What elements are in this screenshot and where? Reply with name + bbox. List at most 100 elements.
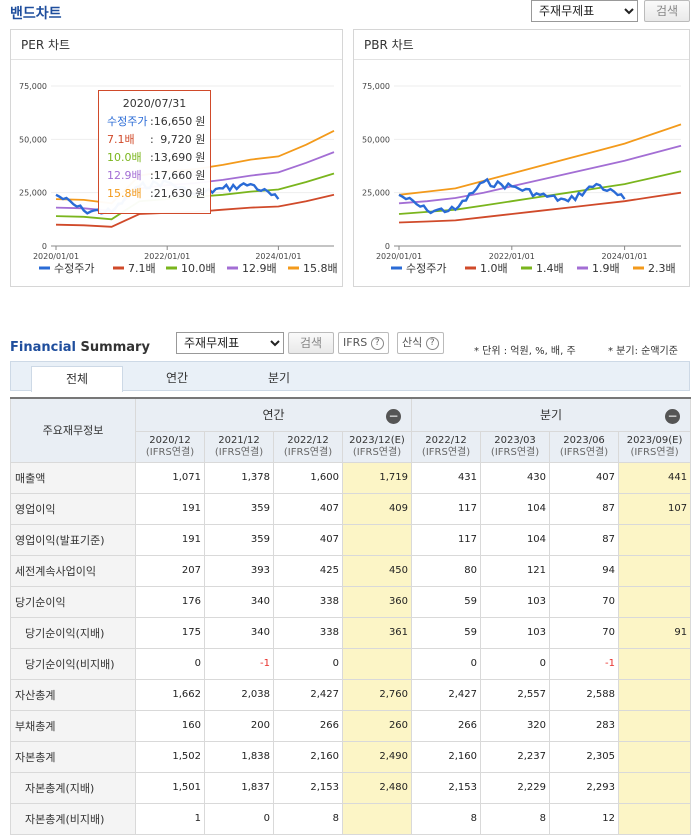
table-cell: 266 <box>273 709 343 742</box>
formula-help-button[interactable]: 산식 ? <box>397 332 444 354</box>
tooltip-value: 16,650 <box>153 115 193 128</box>
row-label: 당기순이익(비지배) <box>10 647 136 680</box>
fs-search-button[interactable]: 검색 <box>288 332 334 354</box>
row-label: 자본총계(비지배) <box>10 802 136 835</box>
tooltip-row: 수정주가:16,650 원 <box>107 113 210 131</box>
table-cell: 450 <box>341 554 413 587</box>
legend-label[interactable]: 15.8배 <box>303 262 338 275</box>
tooltip-series-label: 수정주가 <box>107 115 148 128</box>
table-cell: 407 <box>273 492 343 525</box>
table-cell: 207 <box>135 554 205 587</box>
period-label: 2020/12 <box>149 434 191 446</box>
table-cell: 361 <box>341 616 413 649</box>
x-tick-label: 2024/01/01 <box>602 252 648 261</box>
table-cell: 8 <box>273 802 343 835</box>
tooltip-sep: : <box>150 115 154 128</box>
period-header: 2023/03 (IFRS연결) <box>480 430 551 463</box>
table-cell: 104 <box>480 492 551 525</box>
table-cell: 1,071 <box>135 461 205 494</box>
pbr-chart-title: PBR 차트 <box>354 30 689 60</box>
table-cell: 1,501 <box>135 771 205 804</box>
ifrs-help-button[interactable]: IFRS ? <box>338 332 389 354</box>
legend-label[interactable]: 수정주가 <box>54 262 94 275</box>
band-statement-select[interactable]: 주재무제표 <box>531 0 638 22</box>
table-cell: 338 <box>273 585 343 618</box>
table-cell: 8 <box>480 802 551 835</box>
row-label: 자산총계 <box>10 678 136 711</box>
table-cell: 59 <box>411 585 482 618</box>
collapse-annual-icon[interactable]: − <box>386 409 402 424</box>
table-row: 매출액 1,071 1,378 1,600 1,719 431 430 407 441 <box>10 461 692 494</box>
table-cell <box>618 647 692 680</box>
row-label: 당기순이익(지배) <box>10 616 136 649</box>
legend-label[interactable]: 1.9배 <box>592 262 620 275</box>
legend-label[interactable]: 1.0배 <box>480 262 508 275</box>
formula-label: 산식 <box>402 336 423 349</box>
annual-group-label: 연간 <box>262 408 285 423</box>
annual-group-header: 연간 − <box>134 397 413 432</box>
fs-title-part2: Summary <box>80 340 150 355</box>
legend-label[interactable]: 12.9배 <box>242 262 277 275</box>
tooltip-row: 15.8배:21,630 원 <box>107 185 210 203</box>
table-cell: -1 <box>204 647 274 680</box>
legend-label[interactable]: 10.0배 <box>181 262 216 275</box>
table-cell: 1,600 <box>273 461 343 494</box>
legend-label[interactable]: 2.3배 <box>648 262 676 275</box>
tooltip-value: 13,690 <box>153 151 193 164</box>
table-cell: 0 <box>273 647 343 680</box>
tooltip-sep: : <box>150 187 154 200</box>
table-cell: 160 <box>135 709 205 742</box>
tooltip-sep: : <box>150 151 154 164</box>
financial-summary-title: Financial Summary <box>10 340 150 355</box>
period-header: 2022/12 (IFRS연결) <box>411 430 482 463</box>
table-cell: 409 <box>341 492 413 525</box>
tab-all[interactable]: 전체 <box>31 366 123 392</box>
series-line <box>398 191 682 224</box>
y-tick-label: 25,000 <box>362 189 390 198</box>
y-tick-label: 25,000 <box>19 189 47 198</box>
table-cell: 2,160 <box>411 740 482 773</box>
table-cell: 338 <box>273 616 343 649</box>
table-cell: 175 <box>135 616 205 649</box>
band-chart-title: 밴드차트 <box>10 6 62 22</box>
period-basis: (IFRS연결) <box>145 446 195 458</box>
row-label: 매출액 <box>10 461 136 494</box>
y-tick-label: 50,000 <box>19 135 47 144</box>
series-line <box>398 177 626 215</box>
table-cell: 94 <box>549 554 620 587</box>
period-basis: (IFRS연결) <box>352 446 402 458</box>
quarter-note: * 분기: 순액기준 <box>608 346 678 357</box>
period-header: 2023/12(E) (IFRS연결) <box>341 430 413 463</box>
table-cell: 2,229 <box>480 771 551 804</box>
legend-label[interactable]: 1.4배 <box>536 262 564 275</box>
series-line <box>398 123 682 196</box>
y-tick-label: 75,000 <box>362 82 390 91</box>
collapse-quarter-icon[interactable]: − <box>665 409 681 424</box>
period-header: 2022/12 (IFRS연결) <box>273 430 343 463</box>
table-cell: 407 <box>273 523 343 556</box>
band-search-button[interactable]: 검색 <box>644 0 690 22</box>
table-cell: -1 <box>549 647 620 680</box>
row-label: 당기순이익 <box>10 585 136 618</box>
table-cell: 393 <box>204 554 274 587</box>
table-cell <box>618 802 692 835</box>
fs-statement-select[interactable]: 주재무제표 <box>176 332 284 354</box>
table-cell: 91 <box>618 616 692 649</box>
table-row: 자본총계(지배) 1,501 1,837 2,153 2,480 2,153 2,229 2,… <box>10 771 692 804</box>
period-label: 2023/12(E) <box>349 434 405 446</box>
tooltip-row: 7.1배:9,720 원 <box>107 131 210 149</box>
period-basis: (IFRS연결) <box>283 446 333 458</box>
table-cell: 80 <box>411 554 482 587</box>
table-cell: 260 <box>341 709 413 742</box>
period-label: 2022/12 <box>287 434 329 446</box>
x-tick-label: 2022/01/01 <box>489 252 535 261</box>
tab-annual[interactable]: 연간 <box>165 371 189 385</box>
tab-quarter[interactable]: 분기 <box>267 371 291 385</box>
table-cell: 176 <box>135 585 205 618</box>
x-tick-label: 2024/01/01 <box>255 252 301 261</box>
table-cell: 2,160 <box>273 740 343 773</box>
legend-label[interactable]: 7.1배 <box>128 262 156 275</box>
table-cell <box>341 523 413 556</box>
legend-label[interactable]: 수정주가 <box>406 262 446 275</box>
period-label: 2023/03 <box>494 434 536 446</box>
